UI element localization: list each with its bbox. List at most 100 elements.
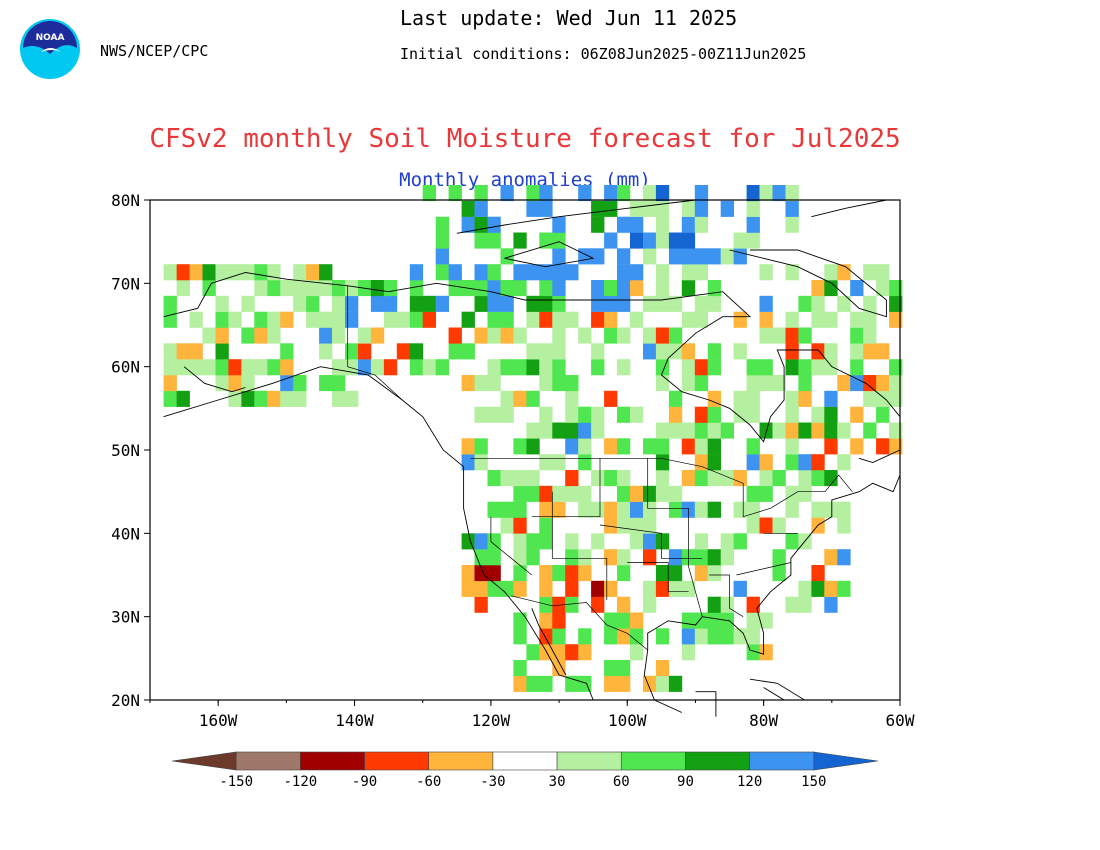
anomaly-cell: [539, 454, 553, 471]
anomaly-cell: [694, 533, 709, 550]
anomaly-cell: [772, 470, 786, 487]
anomaly-cell: [707, 248, 721, 265]
anomaly-cell: [811, 406, 825, 423]
anomaly-cell: [759, 264, 773, 281]
anomaly-cell: [474, 185, 488, 202]
anomaly-cell: [850, 359, 864, 376]
anomaly-cell: [798, 470, 812, 487]
anomaly-cell: [487, 580, 501, 597]
anomaly-cell: [681, 422, 696, 439]
anomaly-cell: [707, 565, 721, 582]
anomaly-cell: [578, 327, 592, 344]
anomaly-cell: [500, 390, 514, 407]
anomaly-cell: [604, 311, 618, 328]
colorbar-tick-label: 60: [613, 774, 630, 790]
anomaly-cell: [500, 517, 514, 534]
colorbar-tick-label: -150: [219, 774, 253, 790]
anomaly-cell: [578, 485, 592, 502]
anomaly-cell: [850, 327, 864, 344]
anomaly-cell: [850, 406, 864, 423]
anomaly-cell: [500, 280, 514, 297]
anomaly-cell: [889, 390, 903, 407]
anomaly-cell: [241, 327, 255, 344]
state-border: [736, 562, 791, 576]
anomaly-cell: [824, 596, 838, 613]
anomaly-cell: [824, 359, 838, 376]
anomaly-cell: [759, 311, 773, 328]
anomaly-cell: [668, 390, 683, 407]
anomaly-cell: [694, 454, 709, 471]
colorbar-bin: [235, 751, 301, 771]
anomaly-cell: [578, 406, 592, 423]
anomaly-cell: [707, 454, 721, 471]
anomaly-cell: [811, 359, 825, 376]
anomaly-cell: [694, 185, 709, 202]
anomaly-cell: [798, 390, 812, 407]
anomaly-cell: [176, 359, 190, 376]
anomaly-cell: [733, 628, 747, 645]
anomaly-cell: [772, 185, 786, 202]
anomaly-cell: [228, 359, 242, 376]
anomaly-cell: [759, 470, 773, 487]
anomaly-cell: [630, 612, 644, 629]
anomaly-cell: [591, 470, 605, 487]
anomaly-cell: [655, 485, 670, 502]
anomaly-cell: [617, 438, 631, 455]
anomaly-cell: [643, 248, 657, 265]
anomaly-cell: [474, 327, 488, 344]
anomaly-cell: [655, 533, 670, 550]
anomaly-cell: [733, 406, 747, 423]
anomaly-cell: [850, 375, 864, 392]
anomaly-cell: [228, 390, 242, 407]
anomaly-cell: [863, 311, 877, 328]
initial-conditions: Initial conditions: 06Z08Jun2025-00Z11Ju…: [400, 45, 807, 63]
anomaly-cell: [746, 185, 760, 202]
anomaly-cell: [552, 485, 566, 502]
anomaly-cell: [461, 343, 475, 360]
anomaly-cell: [319, 327, 333, 344]
anomaly-cell: [461, 375, 475, 392]
anomaly-cell: [681, 311, 696, 328]
anomaly-cell: [396, 343, 411, 360]
anomaly-cell: [241, 359, 255, 376]
anomaly-cell: [513, 549, 527, 566]
anomaly-cell: [539, 612, 553, 629]
anomaly-cell: [461, 565, 475, 582]
lon-label: 100W: [608, 711, 647, 730]
anomaly-cell: [863, 422, 877, 439]
anomaly-cell: [565, 264, 579, 281]
anomaly-cell: [228, 375, 242, 392]
anomaly-cell: [539, 422, 553, 439]
anomaly-cell: [293, 390, 307, 407]
anomaly-cell: [733, 311, 747, 328]
anomaly-cell: [552, 628, 566, 645]
anomaly-cell: [876, 375, 890, 392]
lat-label: 30N: [111, 608, 140, 627]
anomaly-cell: [694, 216, 709, 233]
anomaly-cell: [655, 295, 670, 312]
anomaly-cell: [617, 485, 631, 502]
anomaly-cell: [850, 280, 864, 297]
colorbar-bin: [428, 751, 494, 771]
anomaly-cell: [604, 660, 618, 677]
anomaly-cell: [604, 232, 618, 249]
anomaly-cell: [526, 438, 540, 455]
anomaly-cell: [630, 485, 644, 502]
anomaly-cell: [681, 216, 696, 233]
anomaly-cell: [241, 390, 255, 407]
anomaly-cell: [681, 470, 696, 487]
anomaly-cell: [630, 232, 644, 249]
anomaly-cell: [578, 565, 592, 582]
anomaly-cell: [513, 327, 527, 344]
anomaly-cell: [837, 501, 851, 518]
anomaly-cell: [319, 280, 333, 297]
anomaly-cell: [163, 359, 177, 376]
anomaly-cell: [267, 280, 281, 297]
anomaly-cell: [474, 454, 488, 471]
anomaly-cell: [707, 501, 721, 518]
coastline: [531, 608, 567, 676]
anomaly-cell: [655, 216, 670, 233]
anomaly-cell: [655, 232, 670, 249]
anomaly-cell: [617, 295, 631, 312]
anomaly-cell: [370, 280, 385, 297]
